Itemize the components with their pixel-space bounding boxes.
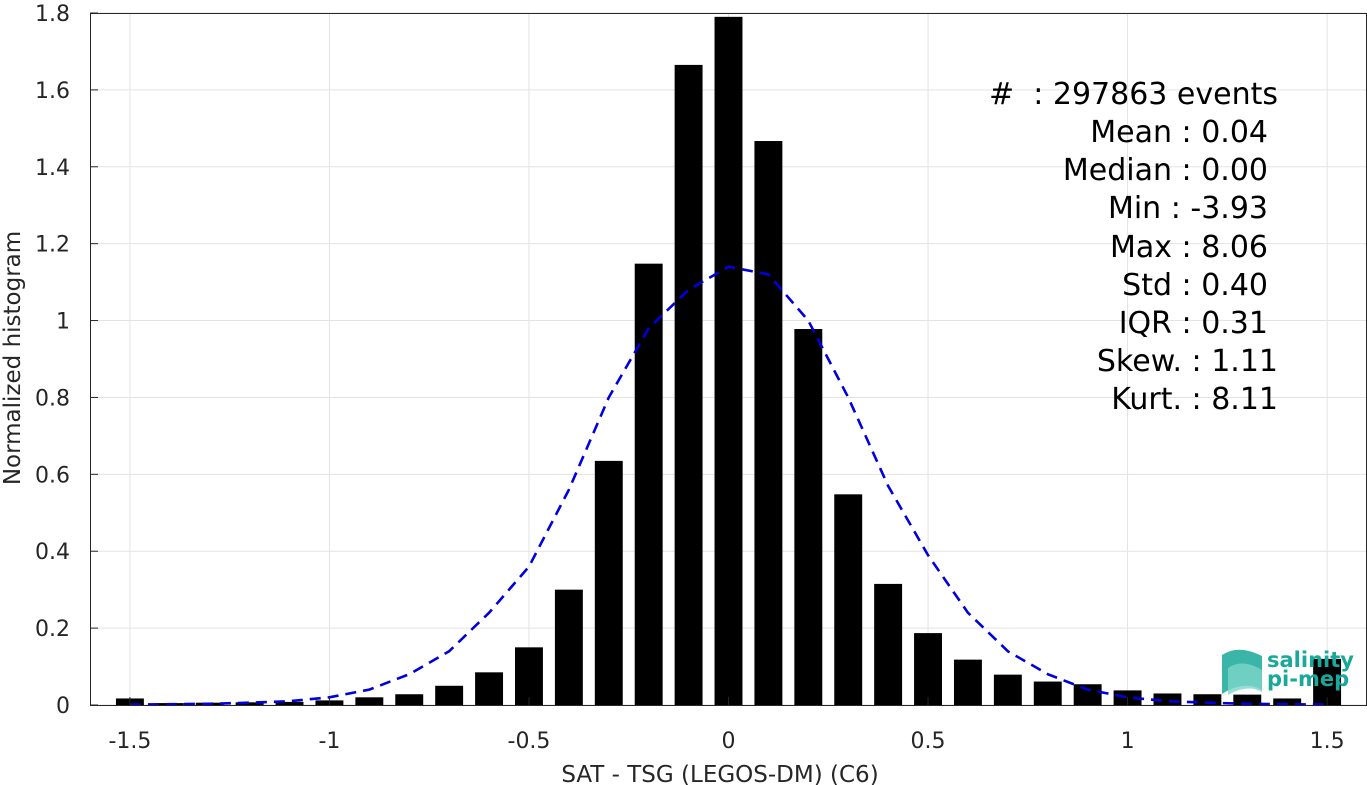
histogram-bar bbox=[515, 647, 543, 705]
y-tick-label: 1.8 bbox=[35, 2, 70, 27]
histogram-bar bbox=[834, 494, 863, 705]
logo-text-pimep: pi-mep bbox=[1267, 667, 1349, 691]
y-tick-label: 1.2 bbox=[35, 233, 70, 258]
x-tick-label: -1.5 bbox=[108, 729, 151, 754]
x-tick-label: -0.5 bbox=[508, 729, 551, 754]
histogram-bar bbox=[355, 697, 384, 705]
histogram-bar bbox=[235, 702, 264, 705]
logo-wave-icon-2 bbox=[1228, 663, 1262, 695]
histogram-bar bbox=[634, 263, 663, 705]
histogram-bar bbox=[754, 141, 783, 705]
y-tick-label: 0.2 bbox=[35, 617, 70, 642]
histogram-bar bbox=[275, 701, 304, 705]
y-tick-label: 0.6 bbox=[35, 463, 70, 488]
stats-line-kurt: Kurt. : 8.11 bbox=[1111, 382, 1278, 417]
histogram-bar bbox=[554, 589, 583, 705]
stats-line-median: Median : 0.00 bbox=[1063, 153, 1268, 188]
histogram-bar bbox=[993, 674, 1022, 705]
histogram-bar bbox=[914, 633, 942, 705]
histogram-bar bbox=[1193, 694, 1222, 705]
y-tick-label: 0.8 bbox=[35, 386, 70, 411]
histogram-bar bbox=[1073, 684, 1102, 705]
histogram-bar bbox=[395, 694, 424, 705]
histogram-bar bbox=[1033, 681, 1062, 705]
x-tick-label: 0.5 bbox=[911, 729, 946, 754]
x-tick-label: -1 bbox=[318, 729, 340, 754]
x-tick-label: 1 bbox=[1121, 729, 1135, 754]
histogram-bar bbox=[594, 460, 623, 705]
histogram-bar bbox=[794, 329, 823, 705]
histogram-bar bbox=[714, 16, 743, 706]
histogram-bar bbox=[953, 659, 982, 705]
y-axis-label: Normalized histogram bbox=[0, 231, 26, 485]
y-tick-labels: 0 0.2 0.4 0.6 0.8 1 1.2 1.4 1.6 1.8 bbox=[35, 2, 70, 719]
x-tick-label: 0 bbox=[722, 729, 736, 754]
x-tick-labels: -1.5 -1 -0.5 0 0.5 1 1.5 bbox=[108, 729, 1344, 754]
stats-line-count: # : 297863 events bbox=[989, 77, 1278, 112]
stats-line-std: Std : 0.40 bbox=[1122, 268, 1268, 303]
y-tick-label: 1 bbox=[56, 310, 70, 335]
stats-line-mean: Mean : 0.04 bbox=[1090, 115, 1268, 150]
histogram-bar bbox=[674, 64, 703, 705]
y-tick-label: 0.4 bbox=[35, 540, 70, 565]
histogram-bar bbox=[874, 583, 903, 705]
stats-line-max: Max : 8.06 bbox=[1110, 230, 1268, 265]
salinity-pimep-logo: salinity pi-mep bbox=[1222, 648, 1354, 695]
y-tick-label: 1.6 bbox=[35, 79, 70, 104]
stats-line-iqr: IQR : 0.31 bbox=[1119, 306, 1268, 341]
stats-line-skew: Skew. : 1.11 bbox=[1097, 344, 1278, 379]
x-tick-label: 1.5 bbox=[1310, 729, 1345, 754]
histogram-bar bbox=[475, 672, 504, 705]
histogram-bar bbox=[1153, 693, 1182, 705]
histogram-bar bbox=[435, 685, 464, 705]
stats-annotation: # : 297863 events Mean : 0.04 Median : 0… bbox=[989, 77, 1278, 417]
histogram-bar bbox=[1273, 698, 1302, 705]
histogram-bar bbox=[1233, 694, 1262, 705]
y-tick-label: 0 bbox=[56, 694, 70, 719]
y-tick-label: 1.4 bbox=[35, 156, 70, 181]
logo-text-salinity: salinity bbox=[1267, 648, 1354, 672]
stats-line-min: Min : -3.93 bbox=[1108, 191, 1268, 226]
axis-ticks bbox=[90, 12, 1328, 706]
x-axis-label: SAT - TSG (LEGOS-DM) (C6) bbox=[561, 762, 878, 785]
